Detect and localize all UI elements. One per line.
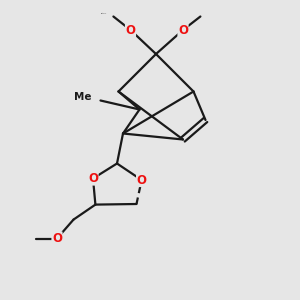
Text: Me: Me	[74, 92, 92, 103]
Text: O: O	[88, 172, 98, 185]
Text: O: O	[125, 23, 136, 37]
Text: methoxy: methoxy	[101, 13, 107, 14]
Text: O: O	[178, 23, 188, 37]
Text: O: O	[52, 232, 62, 245]
Text: O: O	[136, 173, 147, 187]
